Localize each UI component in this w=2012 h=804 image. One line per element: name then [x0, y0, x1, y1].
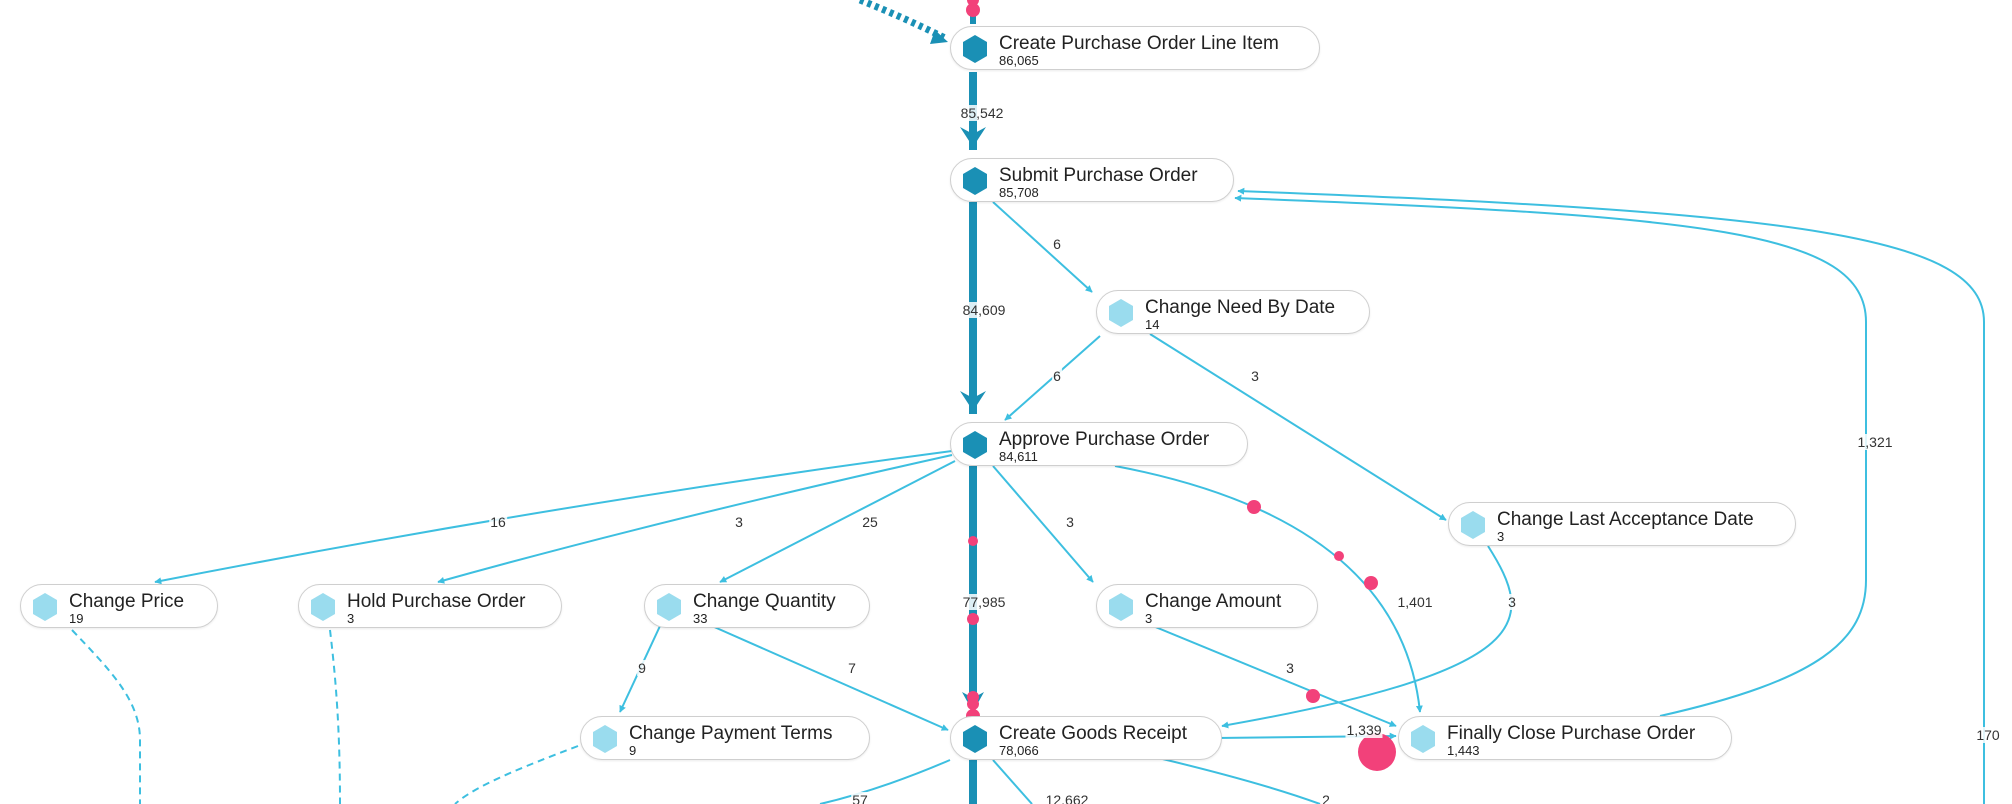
arrow-submit [960, 127, 986, 147]
edge-approve-to-price[interactable] [154, 450, 953, 585]
node-change-need-by-date[interactable]: Change Need By Date 14 [1096, 290, 1370, 334]
edge-quantity-to-goods-receipt[interactable] [711, 625, 949, 731]
node-change-payment-terms[interactable]: Change Payment Terms 9 [580, 716, 870, 760]
node-label: Submit Purchase Order [999, 165, 1198, 186]
edge-need-by-to-last-acceptance[interactable] [1149, 333, 1447, 521]
node-create-goods-receipt[interactable]: Create Goods Receipt 78,066 [950, 716, 1222, 760]
edge-payment-terms-dashed[interactable] [454, 745, 579, 804]
activity-hexagon-icon [311, 593, 335, 621]
edge-label: 85,542 [959, 105, 1005, 121]
node-label: Change Last Acceptance Date [1497, 509, 1754, 530]
node-count: 1,443 [1447, 743, 1480, 758]
edge-approve-to-quantity[interactable] [719, 460, 956, 583]
edge-label: 6 [1052, 236, 1062, 252]
node-label: Approve Purchase Order [999, 429, 1210, 450]
activity-hexagon-icon [1109, 299, 1133, 327]
activity-hexagon-icon [1109, 593, 1133, 621]
node-count: 3 [1145, 611, 1153, 626]
node-label: Create Goods Receipt [999, 723, 1187, 744]
edge-label: 3 [1250, 368, 1260, 384]
edge-label: 9 [637, 660, 647, 676]
node-count: 14 [1145, 317, 1160, 332]
node-hold-purchase-order[interactable]: Hold Purchase Order 3 [298, 584, 562, 628]
edge-label: 170 [1975, 727, 2001, 743]
node-count: 78,066 [999, 743, 1039, 758]
node-count: 3 [347, 611, 355, 626]
node-label: Change Payment Terms [629, 723, 833, 744]
node-label: Change Amount [1145, 591, 1282, 612]
node-count: 33 [693, 611, 708, 626]
edge-label: 12,662 [1044, 792, 1090, 804]
edge-label: 3 [1285, 660, 1295, 676]
edge-approve-to-finally-close[interactable] [1114, 465, 1423, 713]
edge-label: 6 [1052, 368, 1062, 384]
edge-label: 25 [861, 514, 879, 530]
node-finally-close-purchase-order[interactable]: Finally Close Purchase Order 1,443 [1398, 716, 1732, 760]
node-count: 9 [629, 743, 637, 758]
node-change-quantity[interactable]: Change Quantity 33 [644, 584, 870, 628]
node-create-purchase-order-line-item[interactable]: Create Purchase Order Line Item 86,065 [950, 26, 1320, 70]
edge-label: 16 [489, 514, 507, 530]
edge-incoming-dotted[interactable] [858, 0, 947, 42]
edge-last-acceptance-to-goods-receipt[interactable] [1221, 545, 1513, 729]
node-change-last-acceptance-date[interactable]: Change Last Acceptance Date 3 [1448, 502, 1796, 546]
edge-label: 1,401 [1396, 594, 1434, 610]
node-count: 19 [69, 611, 84, 626]
edge-goods-receipt-out-left[interactable] [819, 759, 951, 804]
activity-hexagon-icon [963, 167, 987, 195]
edge-label: 3 [1507, 594, 1517, 610]
node-count: 84,611 [999, 449, 1038, 464]
edge-label: 3 [734, 514, 744, 530]
node-change-amount[interactable]: Change Amount 3 [1096, 584, 1318, 628]
edge-finally-close-to-submit[interactable] [1234, 194, 1867, 717]
node-count: 3 [1497, 529, 1505, 544]
edge-label: 2 [1321, 792, 1331, 804]
edge-label: 1,339 [1345, 722, 1383, 738]
arrow-incoming [930, 30, 948, 44]
activity-hexagon-icon [33, 593, 57, 621]
edge-submit-to-need-by[interactable] [992, 201, 1093, 293]
node-label: Change Quantity [693, 591, 836, 612]
edge-label: 3 [1065, 514, 1075, 530]
node-count: 85,708 [999, 185, 1039, 200]
edge-goods-receipt-out-down[interactable] [992, 759, 1033, 804]
arrow-approve [960, 391, 986, 411]
edge-goods-receipt-out-right[interactable] [1149, 755, 1321, 804]
edge-label: 7 [847, 660, 857, 676]
node-count: 86,065 [999, 53, 1039, 68]
edge-label: 1,321 [1856, 434, 1894, 450]
node-label: Change Price [69, 591, 185, 612]
edge-approve-to-amount[interactable] [992, 465, 1094, 583]
edge-label: 84,609 [961, 302, 1007, 318]
node-approve-purchase-order[interactable]: Approve Purchase Order 84,611 [950, 422, 1248, 466]
node-label: Hold Purchase Order [347, 591, 526, 612]
edge-label: 77,985 [961, 594, 1007, 610]
node-change-price[interactable]: Change Price 19 [20, 584, 218, 628]
activity-hexagon-icon [963, 725, 987, 753]
edge-price-dashed[interactable] [71, 629, 141, 804]
node-submit-purchase-order[interactable]: Submit Purchase Order 85,708 [950, 158, 1234, 202]
activity-hexagon-icon [593, 725, 617, 753]
edge-approve-to-hold[interactable] [437, 454, 953, 584]
activity-hexagon-icon [1411, 725, 1435, 753]
edge-label: 57 [851, 792, 869, 804]
edge-hold-dashed[interactable] [329, 629, 341, 804]
tokens [966, 0, 1396, 771]
activity-hexagon-icon [963, 431, 987, 459]
activity-hexagon-icon [657, 593, 681, 621]
activity-hexagon-icon [963, 35, 987, 63]
activity-hexagon-icon [1461, 511, 1485, 539]
node-label: Finally Close Purchase Order [1447, 723, 1696, 744]
node-label: Change Need By Date [1145, 297, 1336, 318]
node-label: Create Purchase Order Line Item [999, 33, 1279, 54]
edge-amount-to-finally-close[interactable] [1152, 625, 1397, 727]
edge-far-right-to-submit[interactable] [1237, 187, 1985, 804]
